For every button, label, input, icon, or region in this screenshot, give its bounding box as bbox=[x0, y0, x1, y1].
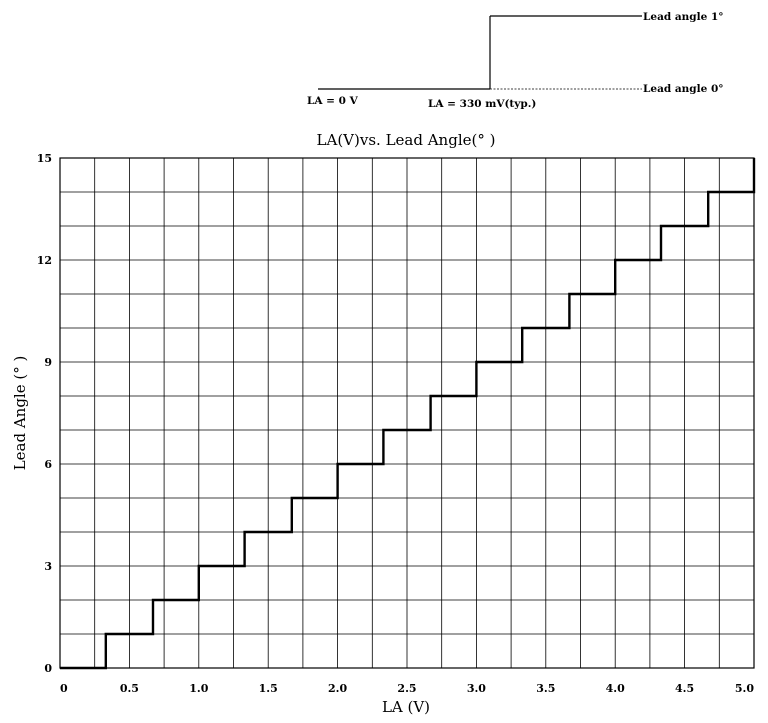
y-tick-label: 9 bbox=[44, 356, 52, 369]
x-tick-label: 4.0 bbox=[606, 682, 625, 695]
chart-title: LA(V)vs. Lead Angle(° ) bbox=[317, 131, 496, 149]
y-tick-label: 15 bbox=[37, 152, 52, 165]
inset-label-threshold: LA = 330 mV(typ.) bbox=[428, 98, 536, 110]
y-tick-labels: 0 3 6 9 12 15 bbox=[37, 152, 53, 675]
x-tick-label: 5.0 bbox=[735, 682, 754, 695]
x-tick-label: 4.5 bbox=[675, 682, 694, 695]
x-tick-label: 2.0 bbox=[328, 682, 347, 695]
x-tick-label: 2.5 bbox=[397, 682, 416, 695]
y-tick-label: 12 bbox=[37, 254, 52, 267]
y-axis-title: Lead Angle (° ) bbox=[11, 356, 29, 471]
x-tick-label: 0 bbox=[60, 682, 68, 695]
x-tick-label: 3.5 bbox=[536, 682, 555, 695]
inset-label-lead-1: Lead angle 1° bbox=[643, 11, 724, 23]
inset-label-zero: LA = 0 V bbox=[307, 95, 359, 107]
step-series-line bbox=[60, 158, 756, 670]
grid bbox=[60, 158, 754, 668]
x-tick-label: 0.5 bbox=[120, 682, 139, 695]
inset-label-lead-0: Lead angle 0° bbox=[643, 83, 724, 95]
x-tick-labels: 0 0.5 1.0 1.5 2.0 2.5 3.0 3.5 4.0 4.5 5.0 bbox=[60, 682, 754, 695]
x-axis-title: LA (V) bbox=[382, 698, 430, 716]
y-tick-label: 0 bbox=[44, 662, 52, 675]
x-tick-label: 1.5 bbox=[259, 682, 278, 695]
x-tick-label: 3.0 bbox=[467, 682, 486, 695]
inset-diagram: LA = 0 V LA = 330 mV(typ.) Lead angle 1°… bbox=[307, 11, 724, 110]
y-tick-label: 6 bbox=[44, 458, 52, 471]
plot-frame bbox=[59, 157, 755, 669]
y-tick-label: 3 bbox=[44, 560, 52, 573]
x-tick-label: 1.0 bbox=[189, 682, 208, 695]
